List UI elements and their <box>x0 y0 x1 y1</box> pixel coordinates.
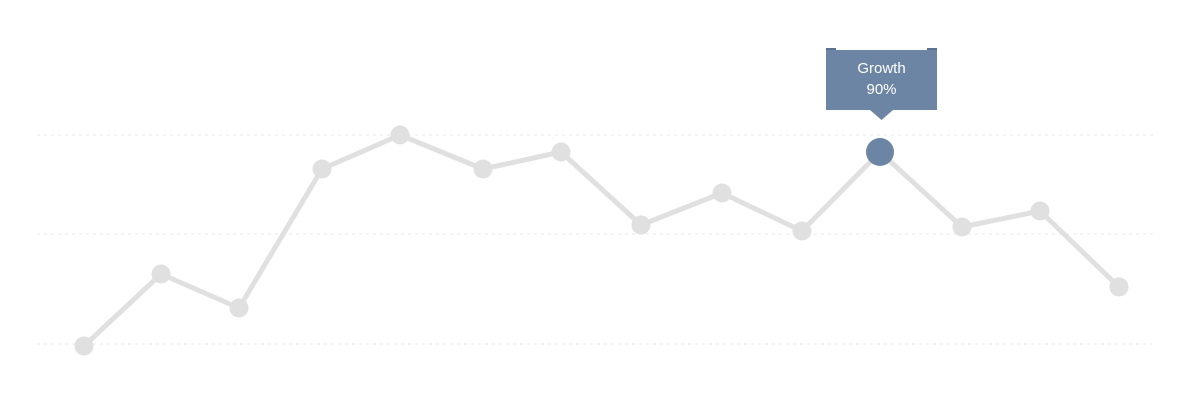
svg-text:Growth: Growth <box>857 60 905 77</box>
svg-text:90%: 90% <box>866 81 896 98</box>
